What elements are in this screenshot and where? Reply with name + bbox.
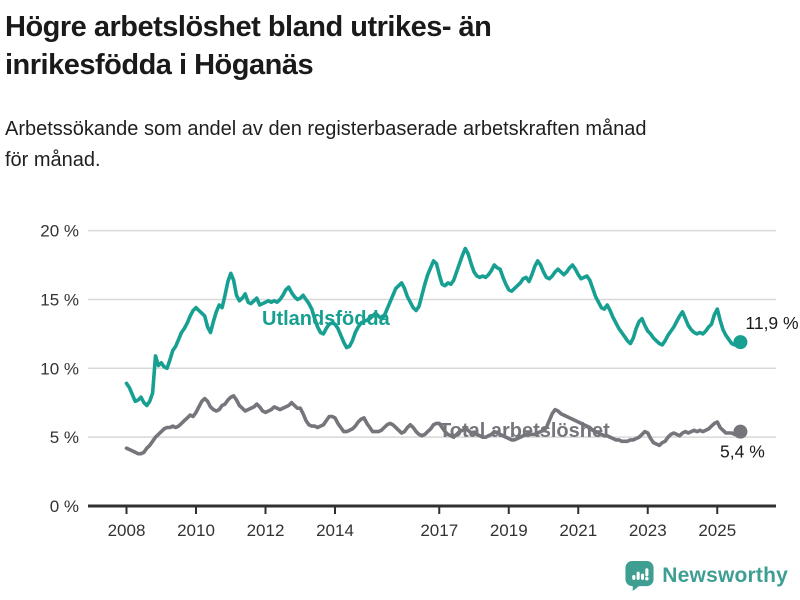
- x-axis-label: 2019: [490, 521, 528, 540]
- end-value-label: 5,4 %: [720, 442, 765, 462]
- series-line-total: [124, 394, 743, 456]
- y-axis-label: 10 %: [40, 359, 79, 378]
- chart-title-line2: inrikesfödda i Höganäs: [5, 49, 314, 81]
- end-value-label: 11,9 %: [745, 313, 798, 333]
- chart-title: Högre arbetslöshet bland utrikes- än inr…: [5, 8, 785, 84]
- newsworthy-icon: [625, 560, 654, 591]
- series-end-dot: [733, 335, 748, 350]
- y-axis-label: 15 %: [40, 290, 79, 309]
- x-axis-label: 2008: [108, 521, 146, 540]
- y-axis-label: 20 %: [40, 222, 79, 241]
- x-axis-label: 2014: [316, 521, 354, 540]
- chart-title-line1: Högre arbetslöshet bland utrikes- än: [5, 11, 492, 43]
- series-line-utlandsfodda: [124, 246, 743, 408]
- x-axis-label: 2023: [629, 521, 667, 540]
- series-label: Utlandsfödda: [262, 308, 391, 330]
- newsworthy-wordmark: Newsworthy: [662, 563, 788, 587]
- newsworthy-logo[interactable]: Newsworthy: [624, 559, 788, 592]
- x-axis-label: 2010: [177, 521, 215, 540]
- chart-subtitle-line1: Arbetssökande som andel av den registerb…: [5, 118, 647, 140]
- series-end-dot: [733, 424, 748, 439]
- y-axis-label: 5 %: [50, 428, 79, 447]
- unemployment-line-chart: 20 % 15 % 10 % 5 % 0 % 2008 2010 2012 2014 2017 20…: [40, 222, 798, 540]
- chart-subtitle: Arbetssökande som andel av den registerb…: [5, 114, 790, 176]
- x-axis-label: 2021: [559, 521, 597, 540]
- x-axis-label: 2025: [698, 521, 736, 540]
- x-axis-label: 2017: [420, 521, 458, 540]
- series-label: Total arbetslöshet: [439, 420, 610, 442]
- chart-subtitle-line2: för månad.: [5, 149, 101, 171]
- y-axis-label: 0 %: [50, 497, 79, 516]
- x-axis-label: 2012: [247, 521, 285, 540]
- chart-area: 20 % 15 % 10 % 5 % 0 % 2008 2010 2012 2014 2017 20…: [0, 205, 800, 560]
